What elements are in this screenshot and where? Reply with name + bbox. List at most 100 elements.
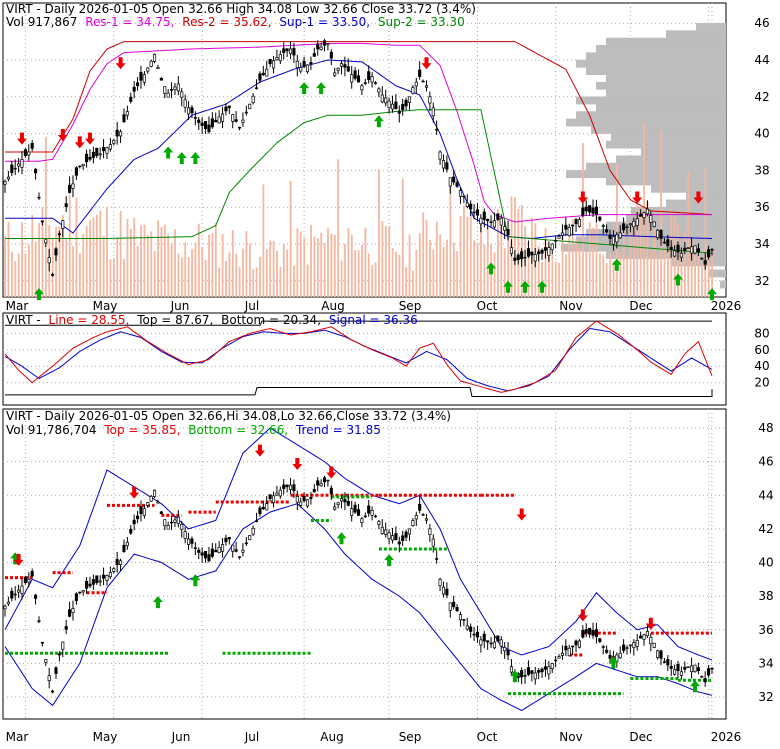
volume-bar	[687, 172, 690, 297]
candle-body	[261, 506, 265, 510]
candle-body	[496, 635, 500, 642]
stochastic-lines	[4, 320, 713, 398]
volume-bar	[612, 261, 615, 297]
candle-body	[200, 552, 204, 556]
sell-arrow	[421, 57, 432, 70]
volume-bar	[357, 250, 360, 297]
price-y-tick: 42	[754, 90, 769, 104]
candle-body	[523, 256, 527, 259]
candle-body	[520, 670, 524, 678]
candle-body	[489, 642, 493, 645]
volume-bar	[582, 143, 584, 297]
volume-bar	[473, 240, 476, 297]
trend-sell-arrow	[516, 508, 527, 521]
candle-body	[492, 220, 497, 228]
res1-line	[5, 42, 712, 223]
candle-body	[537, 251, 541, 255]
candle-body	[390, 103, 395, 110]
volume-bar	[221, 234, 224, 297]
volume-bar	[174, 229, 176, 297]
res1-legend: Res-1 = 34.75,	[85, 15, 174, 29]
candle-body	[550, 663, 554, 670]
candle-body	[499, 639, 503, 647]
candle-body	[265, 68, 269, 77]
volume-bar	[707, 255, 710, 297]
candle-body	[27, 151, 31, 156]
volume-bar	[503, 247, 506, 297]
volume-bar	[347, 228, 350, 297]
buy-arrow	[537, 280, 548, 293]
candle-body	[424, 518, 429, 521]
candle-body	[581, 207, 585, 216]
volume-bar	[323, 242, 326, 297]
candle-body	[564, 224, 568, 230]
volume-bar	[704, 167, 707, 297]
volume-bar	[656, 254, 659, 297]
trend-sell-arrow	[645, 617, 656, 630]
candle-body	[673, 250, 677, 257]
candle-body	[316, 480, 320, 486]
candle-body	[696, 667, 700, 672]
candle-body	[3, 181, 7, 185]
volume-bar	[208, 234, 210, 297]
trend-y-tick: 48	[758, 421, 773, 435]
volume-bar	[109, 259, 112, 297]
candle-body	[696, 248, 700, 253]
candle-body	[445, 162, 449, 170]
candle-body	[418, 69, 422, 77]
trend-buy-arrow	[509, 670, 520, 683]
volume-bar	[170, 243, 173, 297]
volume-bar	[136, 245, 139, 297]
candle-body	[210, 118, 214, 128]
volume-bar	[187, 257, 190, 297]
sell-arrow	[115, 57, 126, 70]
candle-body	[214, 119, 218, 123]
volume-bar	[653, 228, 656, 297]
candle-body	[584, 629, 588, 634]
candle-body	[503, 647, 507, 652]
candle-body	[98, 153, 102, 156]
candle-body	[78, 591, 82, 594]
candle-body	[669, 665, 673, 669]
candle-body	[108, 572, 112, 578]
volume-bar	[89, 220, 91, 297]
candle-body	[435, 558, 439, 560]
volume-profile-bar	[616, 155, 726, 164]
trend-y-ticks: 48 46 44 42 40 38 36 34 32	[758, 421, 773, 704]
candle-body	[10, 164, 14, 173]
sell-arrow	[74, 136, 85, 149]
volume-bar	[350, 234, 353, 297]
candle-body	[282, 484, 286, 489]
trend-panel-title: VIRT - Daily 2026-01-05 Open 32.66,Hi 34…	[6, 409, 451, 423]
sup1-legend: Sup-1 = 33.50,	[279, 15, 370, 29]
volume-bar	[177, 253, 180, 297]
candle-body	[339, 498, 344, 502]
candle-body	[635, 218, 639, 226]
candle-body	[540, 249, 544, 254]
volume-bar	[493, 252, 496, 297]
volume-bar	[102, 235, 105, 297]
candle-body	[686, 247, 690, 249]
price-x-labels: Mar May Jun Jul Aug Sep Oct Nov Dec 2026	[6, 299, 742, 313]
volume-bar	[316, 238, 319, 297]
candle-body	[710, 249, 714, 251]
candle-body	[642, 212, 646, 218]
candle-body	[666, 239, 670, 247]
volume-bar	[646, 201, 649, 297]
candle-body	[469, 203, 473, 210]
volume-bar	[585, 251, 588, 297]
volume-profile-bar	[566, 170, 726, 179]
candle-body	[509, 666, 514, 673]
candle-body	[591, 207, 595, 214]
volume-bar	[541, 262, 544, 297]
candle-body	[265, 503, 269, 511]
candle-body	[309, 497, 313, 499]
candle-body	[656, 229, 660, 238]
candle-body	[353, 504, 357, 513]
candle-body	[360, 85, 364, 91]
candle-body	[319, 483, 323, 487]
candle-body	[271, 60, 276, 69]
volume-profile-bar	[586, 67, 726, 75]
candle-body	[465, 202, 469, 207]
trend-x-label: Sep	[399, 730, 422, 744]
